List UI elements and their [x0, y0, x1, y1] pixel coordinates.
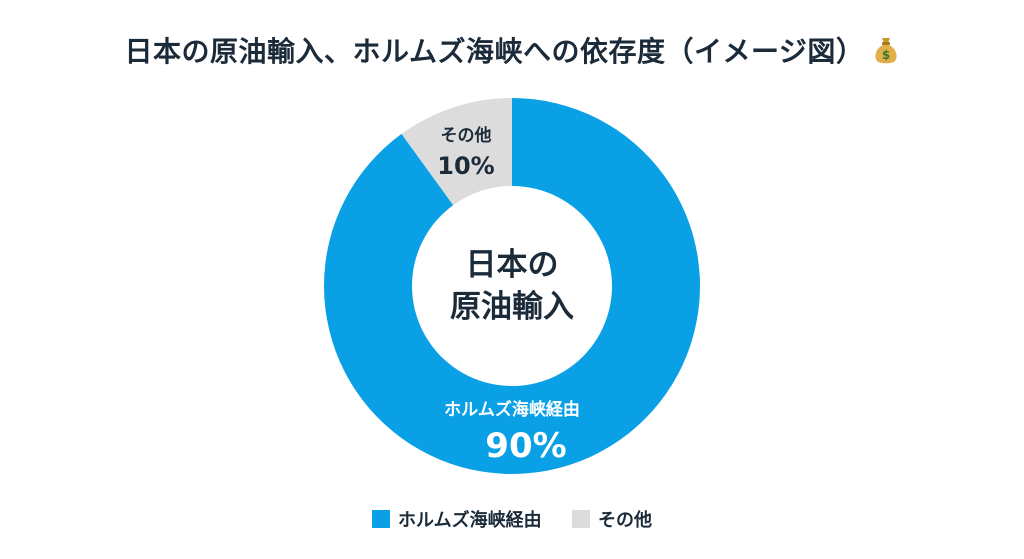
slice-value-label-hormuz: 90% — [485, 426, 566, 466]
svg-text:$: $ — [882, 48, 890, 62]
center-label-line1: 日本の — [466, 247, 559, 283]
slice-name-label-other: その他 — [441, 125, 492, 146]
donut-slice-other — [401, 98, 512, 206]
legend-label-hormuz: ホルムズ海峡経由 — [398, 510, 542, 531]
center-label-line2: 原油輸入 — [450, 289, 574, 325]
legend-swatch-other — [571, 510, 590, 528]
slices-layer — [323, 98, 700, 475]
labels-layer: ホルムズ海峡経由 90% その他 10% — [437, 125, 580, 466]
legend-item-hormuz: ホルムズ海峡経由 — [372, 506, 542, 532]
legend: ホルムズ海峡経由 その他 — [0, 506, 1024, 533]
slice-name-label-hormuz: ホルムズ海峡経由 — [444, 399, 580, 420]
legend-label-other: その他 — [597, 510, 652, 531]
money-bag-icon: $ — [875, 38, 898, 64]
donut-slice-hormuz — [323, 98, 700, 475]
chart-title: 日本の原油輸入、ホルムズ海峡への依存度（イメージ図） — [124, 35, 865, 68]
title-row: 日本の原油輸入、ホルムズ海峡への依存度（イメージ図） $ — [0, 30, 1024, 70]
legend-swatch-hormuz — [372, 510, 391, 528]
slice-value-label-other: 10% — [437, 152, 494, 180]
legend-item-other: その他 — [571, 506, 652, 532]
